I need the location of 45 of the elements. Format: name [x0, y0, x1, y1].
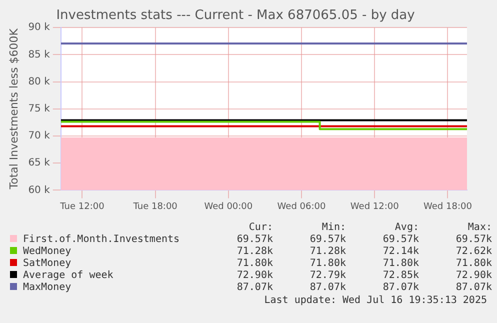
x-tick-label: Tue 18:00 — [132, 202, 178, 212]
text: 71.80k — [236, 258, 273, 270]
text: Last update: Wed Jul 16 19:35:13 2025 — [264, 295, 487, 306]
x-tick-label: Wed 06:00 — [277, 202, 326, 212]
text: 69.57k — [236, 234, 273, 246]
text: 71.28k — [308, 246, 346, 258]
y-tick-label: 60 k — [28, 184, 50, 196]
text: 72.79k — [308, 270, 346, 282]
text: 72.90k — [236, 270, 273, 282]
text: Avg: — [394, 222, 419, 234]
x-tick-label: Tue 12:00 — [59, 202, 105, 212]
text: 69.57k — [308, 234, 346, 246]
text: 87.07k — [454, 282, 492, 294]
text: 71.80k — [382, 258, 419, 270]
text: 72.14k — [382, 246, 419, 258]
text: 71.80k — [454, 258, 492, 270]
x-tick-label: Wed 00:00 — [204, 202, 253, 212]
legend-label: Average of week — [22, 270, 114, 282]
legend-label: First.of.Month.Investments — [22, 234, 181, 246]
legend-label: SatMoney — [22, 258, 72, 270]
text: 72.62k — [454, 246, 492, 258]
y-tick-label: 90 k — [28, 22, 50, 34]
text: 69.57k — [454, 234, 492, 246]
y-tick-label: 70 k — [28, 130, 50, 142]
y-axis-title: Total Investments less $600K — [7, 28, 20, 190]
text: 71.80k — [308, 258, 346, 270]
text: 69.57k — [382, 234, 419, 246]
legend-label: MaxMoney — [22, 282, 72, 294]
text: 71.28k — [236, 246, 273, 258]
y-tick-label: 80 k — [28, 76, 50, 88]
text: Min: — [320, 222, 346, 234]
legend-label: WedMoney — [22, 246, 72, 258]
y-tick-label: 85 k — [28, 49, 50, 60]
text: 72.85k — [382, 270, 419, 282]
text: 87.07k — [308, 282, 346, 294]
text: Max: — [466, 222, 492, 234]
text: 87.07k — [382, 282, 419, 294]
chart-title: Investments stats --- Current - Max 687065.05 - by day — [56, 8, 416, 24]
text: 87.07k — [236, 282, 273, 294]
y-tick-label: 75 k — [28, 103, 50, 114]
text: Cur: — [248, 222, 273, 234]
text: 72.90k — [454, 270, 492, 282]
x-tick-label: Wed 12:00 — [350, 202, 400, 212]
x-tick-label: Wed 18:00 — [424, 202, 472, 212]
y-tick-label: 65 k — [28, 158, 50, 169]
